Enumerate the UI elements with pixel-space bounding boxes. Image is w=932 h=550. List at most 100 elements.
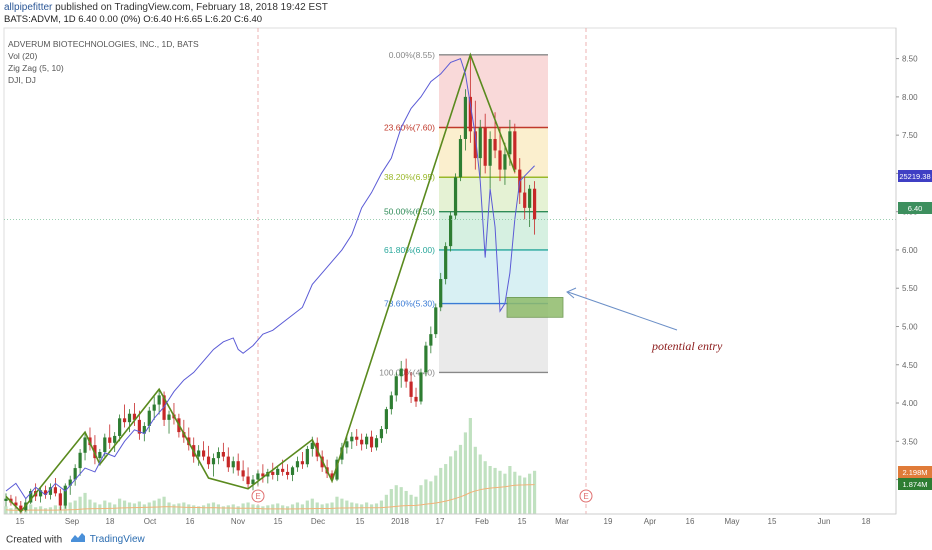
candle-body <box>429 334 433 346</box>
candle-body <box>285 471 290 475</box>
volume-bar <box>523 477 527 514</box>
candle-body <box>38 490 43 497</box>
candle-body <box>221 452 225 457</box>
volume-bar <box>345 500 349 514</box>
candle-body <box>414 396 418 402</box>
annotations[interactable] <box>506 287 678 331</box>
volume-bar <box>320 504 324 514</box>
candle-body <box>211 458 216 465</box>
x-tick-label: 16 <box>686 517 695 526</box>
y-tick-label: 4.00 <box>902 399 918 408</box>
legend-zigzag: Zig Zag (5, 10) <box>8 63 64 73</box>
candle-body <box>488 138 492 166</box>
candle-body <box>295 461 300 468</box>
candle-body <box>350 436 354 442</box>
x-tick-label: 18 <box>862 517 871 526</box>
volume-bar <box>29 504 33 514</box>
candle-body <box>48 487 53 495</box>
candle-body <box>449 215 453 247</box>
candle-body <box>513 131 517 170</box>
volume-bar <box>409 494 413 514</box>
annotation-potential-entry: potential entry <box>651 339 723 353</box>
y-tick-label: 8.00 <box>902 93 918 102</box>
volume-bar <box>483 461 487 514</box>
volume-bar <box>399 487 403 514</box>
x-tick-label: Apr <box>644 517 657 526</box>
candle-body <box>113 435 117 443</box>
candle-body <box>528 188 532 208</box>
candle-body <box>493 138 497 151</box>
volume-bar <box>468 418 472 514</box>
volume-bar <box>241 503 245 514</box>
volume-bar <box>88 499 92 514</box>
candle-body <box>53 487 57 494</box>
volume-bar <box>513 471 517 514</box>
candle-body <box>98 452 102 459</box>
candle-body <box>122 418 127 423</box>
candle-body <box>389 395 393 410</box>
candle-body <box>118 418 122 436</box>
candle-body <box>360 439 364 445</box>
volume-bar <box>439 467 443 514</box>
earnings-marker-label: E <box>255 492 260 501</box>
volume-bar <box>365 502 369 514</box>
candle-body <box>374 438 379 448</box>
candle-body <box>473 131 477 159</box>
volume-bar <box>473 446 477 514</box>
tradingview-brand[interactable]: TradingView <box>89 534 145 545</box>
x-tick-label: Oct <box>144 517 157 526</box>
volume-bar <box>118 498 122 514</box>
candle-body <box>483 127 487 166</box>
candle-body <box>29 491 33 503</box>
candle-body <box>276 468 280 475</box>
footer: Created with TradingView <box>0 530 932 550</box>
candle-body <box>419 372 423 402</box>
fib-level-label: 78.60%(5.30) <box>384 299 435 309</box>
volume-bar <box>310 498 314 514</box>
candle-body <box>103 437 107 453</box>
y-tick-label: 5.50 <box>902 284 918 293</box>
volume-bar <box>360 504 364 514</box>
y-tick-label: 6.00 <box>902 246 918 255</box>
volume-bar <box>493 467 497 514</box>
candle-body <box>532 188 537 220</box>
volume-bar <box>177 503 181 514</box>
earnings-marker-icon <box>251 489 265 503</box>
legend-title: ADVERUM BIOTECHNOLOGIES, INC., 1D, BATS <box>8 39 199 49</box>
publisher-link[interactable]: allpipefitter <box>4 2 53 13</box>
candle-body <box>241 470 245 477</box>
candle-body <box>458 138 463 178</box>
y-tick-label: 5.00 <box>902 322 918 331</box>
candle-body <box>202 450 206 457</box>
x-tick-label: Sep <box>65 517 80 526</box>
volume-bar <box>122 500 127 514</box>
volume-bar <box>113 504 117 514</box>
candle-body <box>355 436 359 440</box>
x-tick-label: 19 <box>604 517 613 526</box>
volume-bar <box>285 506 290 514</box>
x-tick-label: Dec <box>311 517 325 526</box>
candle-body <box>261 473 265 477</box>
y-tick-label: 8.50 <box>902 55 918 64</box>
candle-body <box>132 413 137 420</box>
volume-bar <box>335 496 339 514</box>
y-tick-label: 3.50 <box>902 437 918 446</box>
volume-bar <box>444 464 448 514</box>
candle-body <box>439 279 443 308</box>
fib-level-label: 61.80%(6.00) <box>384 245 435 255</box>
candle-body <box>93 445 97 459</box>
volume-bar <box>197 506 201 514</box>
candle-body <box>305 448 309 465</box>
fibonacci-retracement[interactable]: 0.00%(8.55) 23.60%(7.60) 38.20%(6.95) 50.00… <box>379 50 548 378</box>
volume-bar <box>340 498 344 514</box>
candle-body <box>444 246 448 280</box>
x-tick-label: 2018 <box>391 517 409 526</box>
y-tick-label: 7.50 <box>902 131 918 140</box>
volume-bar <box>281 505 285 514</box>
chart-legend: ADVERUM BIOTECHNOLOGIES, INC., 1D, BATS … <box>8 39 199 85</box>
volume-badge-2-bg <box>898 478 932 490</box>
volume-bar <box>419 485 423 514</box>
dji-value-badge: 25219.38 <box>899 172 930 181</box>
volume-bar <box>63 504 67 514</box>
